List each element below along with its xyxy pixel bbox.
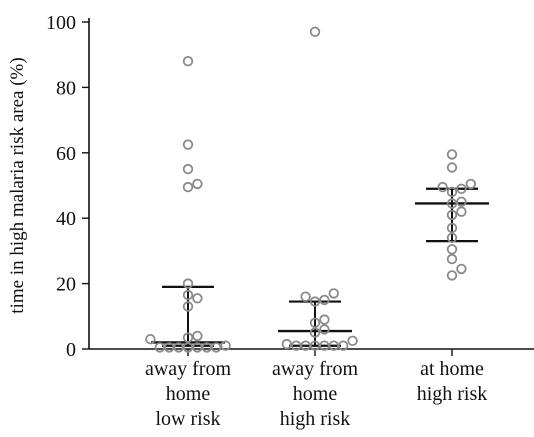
data-point bbox=[192, 178, 203, 190]
data-point bbox=[446, 198, 458, 209]
group-3 bbox=[415, 149, 489, 281]
data-point bbox=[446, 222, 458, 234]
data-point bbox=[456, 263, 467, 275]
data-point bbox=[192, 330, 203, 342]
y-tick-label: 0 bbox=[66, 339, 76, 361]
data-point bbox=[319, 324, 330, 335]
data-point bbox=[446, 253, 458, 265]
y-tick-label: 20 bbox=[56, 274, 76, 296]
data-point bbox=[210, 342, 222, 353]
data-point bbox=[338, 340, 349, 351]
data-point bbox=[154, 342, 166, 353]
data-point bbox=[309, 296, 321, 307]
y-tick-label: 60 bbox=[56, 143, 76, 165]
y-tick-label: 100 bbox=[46, 12, 76, 34]
y-tick-label: 40 bbox=[56, 208, 76, 230]
x-tick-label: away from bbox=[272, 358, 359, 380]
data-groups bbox=[145, 26, 489, 353]
data-point bbox=[281, 338, 293, 350]
data-point bbox=[309, 26, 321, 38]
data-point bbox=[182, 289, 194, 301]
group-2 bbox=[278, 26, 358, 351]
x-tick-label: away from bbox=[145, 358, 232, 380]
data-point bbox=[163, 342, 175, 353]
y-axis-label: time in high malaria risk area (%) bbox=[7, 57, 28, 313]
data-point bbox=[182, 139, 194, 150]
x-tick-label: home bbox=[166, 383, 211, 405]
data-point bbox=[437, 181, 448, 193]
data-point bbox=[192, 342, 203, 353]
data-point bbox=[309, 317, 321, 329]
data-point bbox=[328, 288, 340, 299]
group-1 bbox=[145, 56, 231, 353]
data-point bbox=[300, 291, 311, 302]
data-point bbox=[446, 186, 458, 198]
data-point bbox=[309, 327, 321, 338]
data-point bbox=[319, 314, 330, 325]
data-point bbox=[456, 206, 467, 217]
data-point bbox=[182, 278, 194, 289]
data-point bbox=[446, 209, 458, 221]
data-point bbox=[182, 56, 194, 67]
data-point bbox=[456, 196, 467, 208]
data-point bbox=[182, 301, 194, 312]
y-tick-label: 80 bbox=[56, 77, 76, 99]
x-tick-label: low risk bbox=[156, 408, 221, 430]
data-point bbox=[319, 294, 330, 306]
data-point bbox=[347, 335, 358, 347]
data-point bbox=[182, 332, 194, 343]
data-point bbox=[465, 178, 477, 190]
data-point bbox=[456, 183, 467, 195]
data-point bbox=[201, 342, 213, 353]
data-point bbox=[446, 232, 458, 244]
data-point bbox=[446, 149, 458, 160]
data-point bbox=[182, 163, 194, 175]
data-point bbox=[291, 340, 302, 351]
data-point bbox=[145, 334, 156, 345]
data-point bbox=[446, 270, 458, 281]
axes: 0 20 40 60 80 100 away from home low risk away fr… bbox=[46, 12, 534, 430]
x-tick-label: high risk bbox=[417, 383, 488, 405]
data-point bbox=[446, 244, 458, 255]
x-tick-label: high risk bbox=[280, 408, 351, 430]
data-point bbox=[173, 342, 184, 353]
data-point bbox=[220, 340, 231, 351]
data-point bbox=[192, 293, 203, 304]
x-tick-label: home bbox=[293, 383, 338, 405]
x-tick-label: at home bbox=[420, 358, 484, 380]
data-point bbox=[182, 181, 194, 193]
data-point bbox=[446, 162, 458, 173]
